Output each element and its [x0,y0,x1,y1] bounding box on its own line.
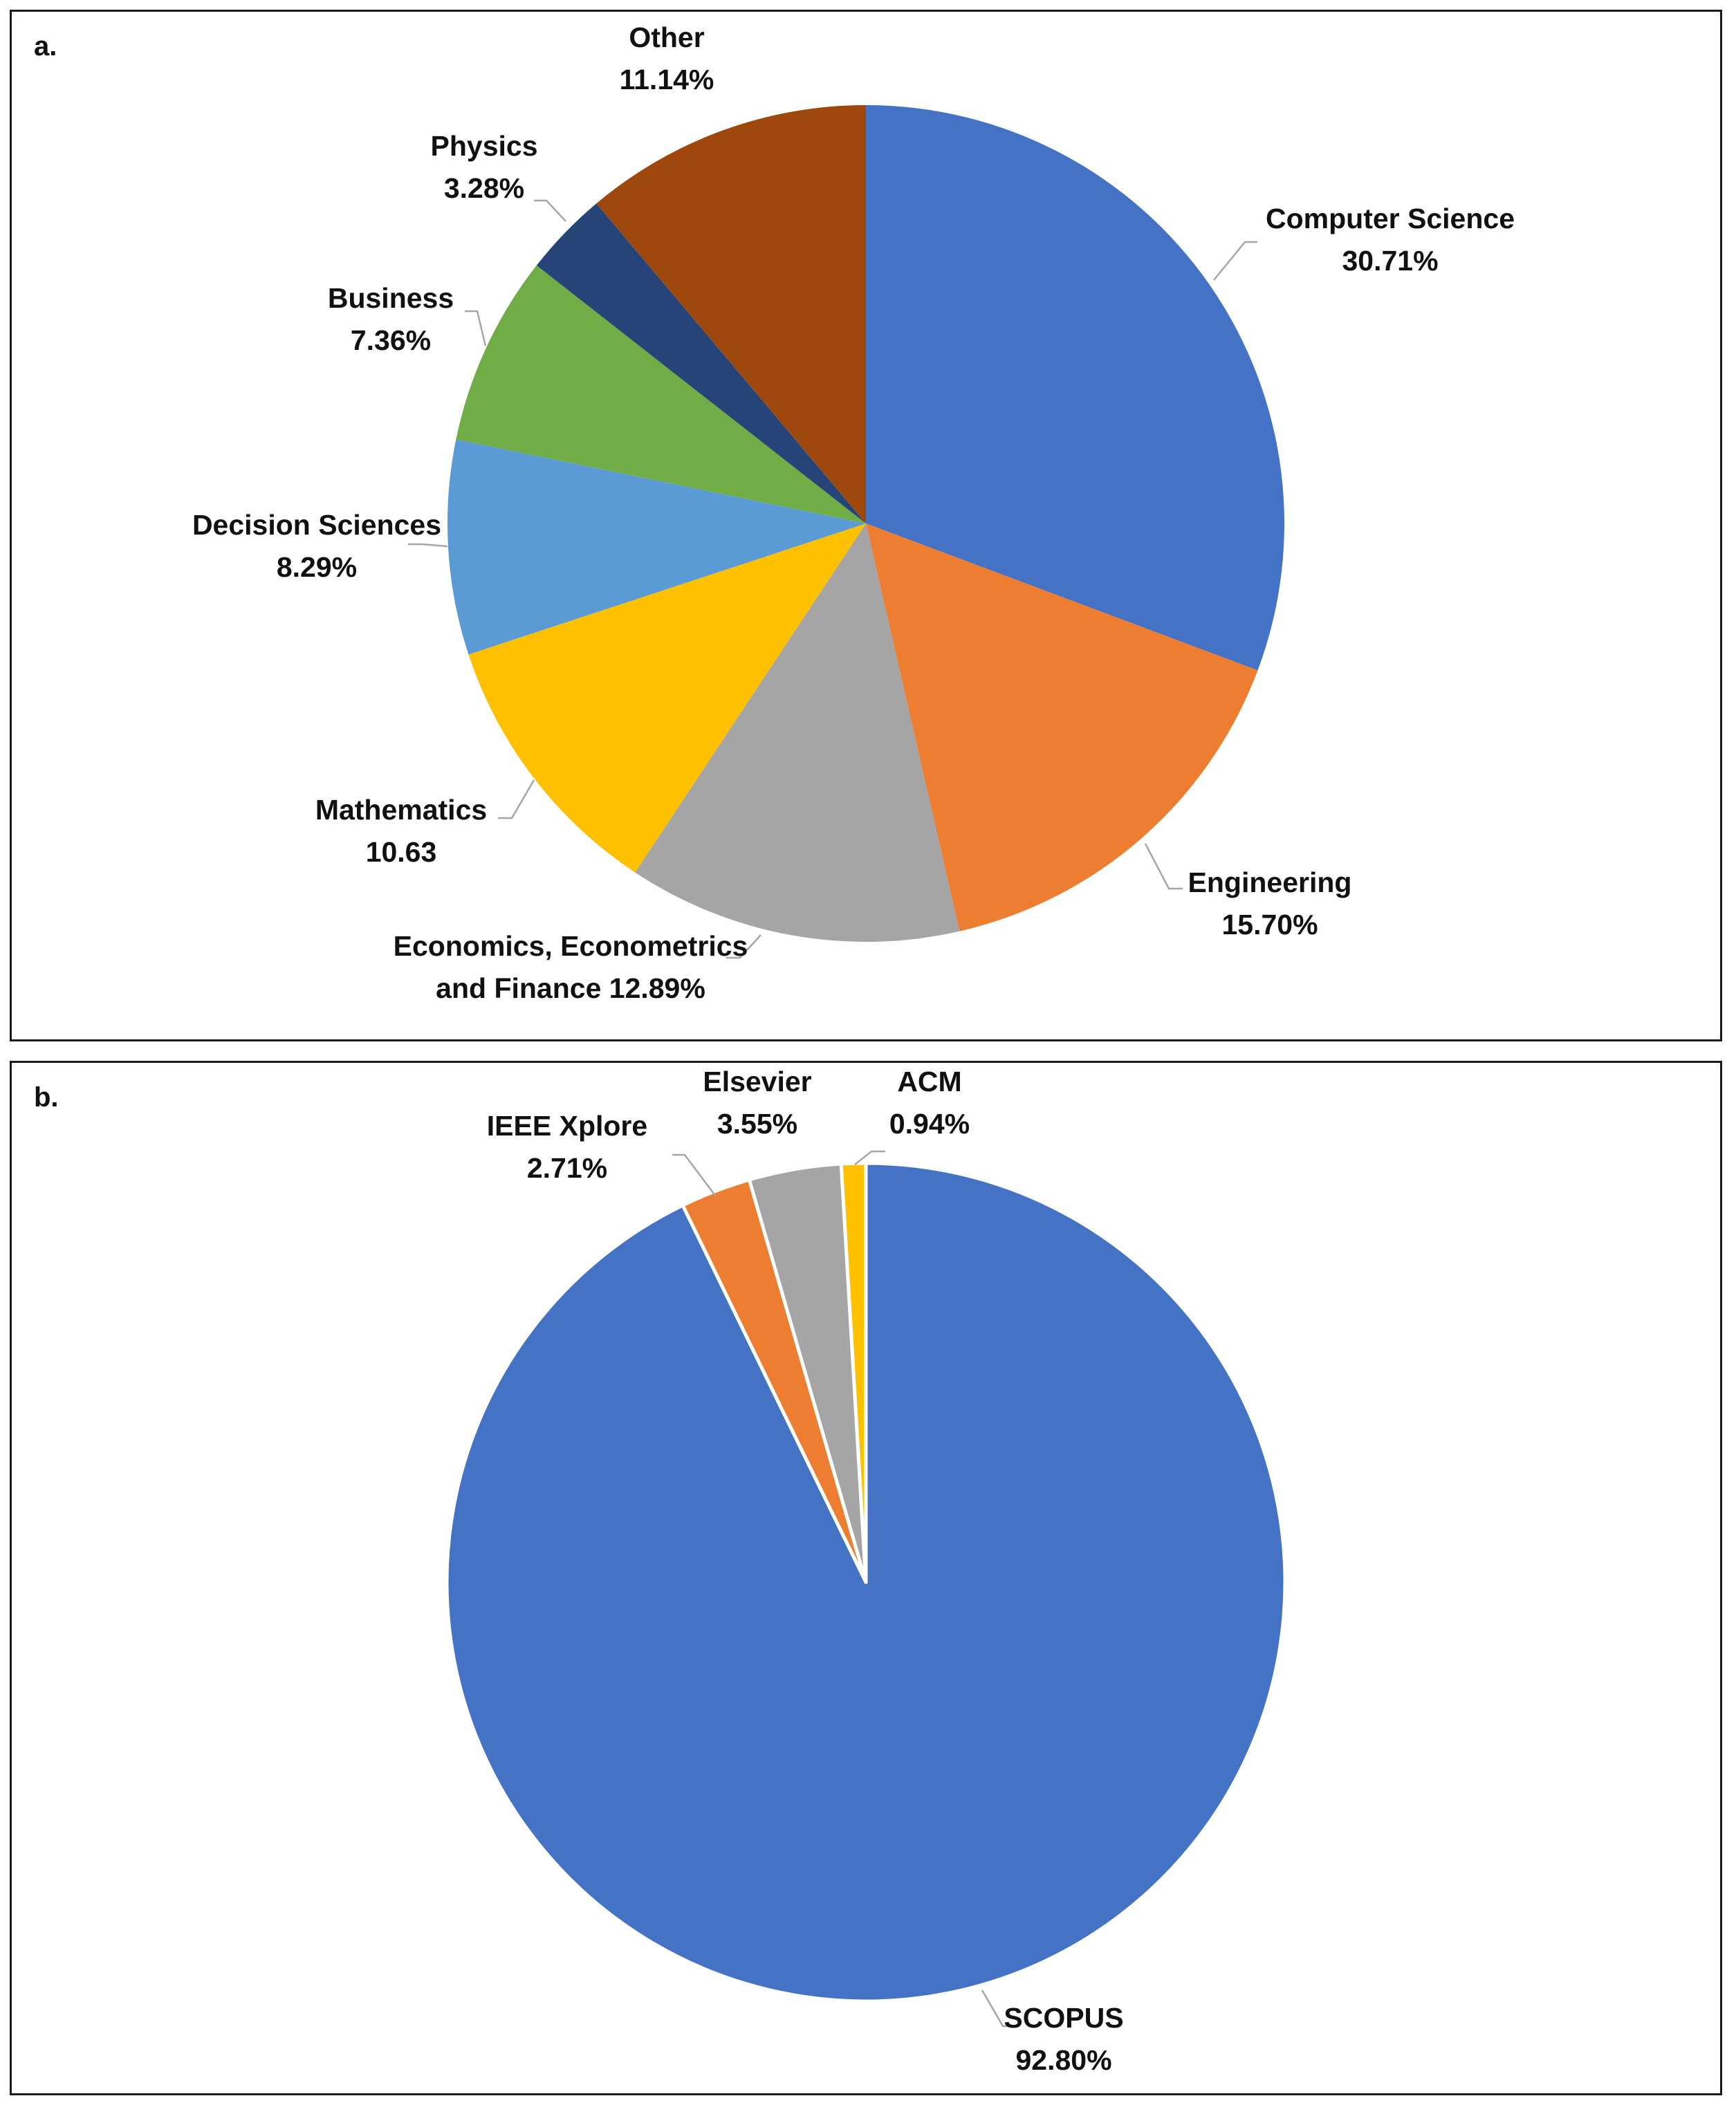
pie-slice-mathematics [468,523,866,873]
data-label-elsevier: Elsevier 3.55% [703,1066,811,1140]
data-label-line: 10.63 [366,836,437,868]
data-label-engineering: Engineering 15.70% [1188,866,1352,940]
data-label-computer-science: Computer Science 30.71% [1266,203,1515,277]
data-label-line: Business [328,282,454,314]
pie-slice-physics [536,203,866,523]
data-label-line: Engineering [1188,866,1352,898]
data-label-line: Mathematics [315,794,487,826]
data-label-line: SCOPUS [1004,2002,1123,2034]
data-label-line: 3.28% [444,172,524,204]
leader-line-ieee-xplore [672,1153,717,1197]
pie-slice-decision-sciences [447,439,866,655]
data-label-line: Economics, Econometrics [394,930,748,962]
panel-label-b: b. [34,1082,59,1113]
pie-chart-a: Computer Science 30.71%Engineering 15.70%E… [192,21,1515,1004]
panel-label-a: a. [34,31,57,62]
data-label-line: ACM [897,1066,961,1097]
data-label-line: 30.71% [1342,245,1438,277]
data-label-line: Other [629,21,704,53]
pie-chart-b: SCOPUS 92.80% IEEE Xplore 2.71% Elsevier 3.55… [445,1066,1287,2076]
pie-slice-economics-econometrics-and-finance [635,523,960,942]
data-label-line: 15.70% [1221,909,1318,940]
data-label-line: 92.80% [1015,2044,1111,2076]
data-label-ieee-xplore: IEEE Xplore 2.71% [487,1110,647,1184]
leader-line-computer-science [1213,241,1257,281]
leader-line-acm [854,1150,885,1165]
data-label-business: Business 7.36% [328,282,454,356]
data-label-line: 7.36% [351,324,431,356]
leader-line-economics-econometrics-and-finance [726,934,761,959]
leader-line-decision-sciences [408,543,448,548]
pie-slice-other [596,105,866,523]
data-label-line: IEEE Xplore [487,1110,647,1142]
data-label-line: 0.94% [889,1108,970,1140]
data-label-line: Elsevier [703,1066,811,1097]
pie-slice-computer-science [866,105,1285,671]
pie-slice-acm [839,1161,868,1584]
data-label-acm: ACM 0.94% [889,1066,970,1140]
data-label-economics-econometrics-and-finance: Economics, Econometrics and Finance 12.89… [394,930,748,1004]
data-label-line: Decision Sciences [192,509,441,541]
leader-line-physics [534,199,566,222]
leader-line-scopus [981,1990,1015,2028]
leader-line-business [465,310,487,346]
data-label-mathematics: Mathematics 10.63 [315,794,487,868]
data-label-other: Other 11.14% [620,21,714,95]
data-label-line: Computer Science [1266,203,1515,234]
data-label-line: 2.71% [527,1152,607,1184]
data-label-physics: Physics 3.28% [431,130,538,204]
leader-line-mathematics [498,779,535,819]
data-label-decision-sciences: Decision Sciences 8.29% [192,509,441,583]
leader-line-engineering [1144,843,1183,890]
data-label-line: and Finance 12.89% [436,972,705,1004]
data-label-line: Physics [431,130,538,162]
pie-slice-business [456,265,866,523]
pie-slice-engineering [866,523,1258,931]
data-label-line: 3.55% [717,1108,797,1140]
data-label-line: 11.14% [620,64,714,95]
data-label-line: 8.29% [277,551,357,583]
data-label-scopus: SCOPUS 92.80% [1004,2002,1123,2076]
